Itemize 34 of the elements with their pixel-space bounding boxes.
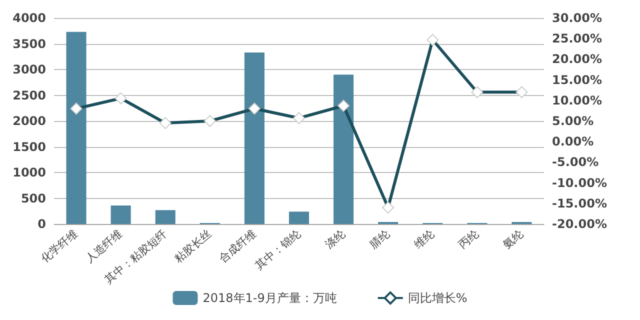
y2-tick-label: 30.00% [552, 11, 602, 25]
x-tick-label: 氨纶 [500, 227, 526, 252]
y-tick-label: 500 [20, 191, 46, 206]
bar [288, 212, 310, 224]
x-tick-label: 涤纶 [322, 227, 348, 252]
legend-label: 同比增长% [408, 291, 468, 305]
y2-tick-label: 5.00% [552, 114, 594, 128]
y-tick-label: 2500 [12, 88, 46, 102]
y2-tick-label: -20.00% [552, 217, 607, 231]
y2-tick-label: 20.00% [552, 52, 602, 66]
y2-tick-label: -10.00% [552, 176, 607, 190]
y-tick-label: 3500 [12, 36, 46, 51]
bar [334, 74, 354, 224]
x-tick-label: 粘胶长丝 [172, 227, 214, 266]
bar [155, 210, 176, 224]
y-tick-label: 1500 [12, 140, 46, 154]
y2-tick-label: 0.00% [552, 134, 594, 149]
bar [66, 32, 86, 224]
y-tick-label: 3000 [12, 62, 46, 76]
y-tick-label: 1000 [12, 166, 46, 180]
bar [244, 52, 264, 224]
y2-tick-label: 10.00% [552, 93, 602, 108]
x-tick-label: 腈纶 [367, 227, 392, 252]
x-tick-label: 人造纤维 [82, 227, 125, 266]
y-tick-label: 2000 [12, 114, 46, 128]
y2-tick-label: 25.00% [552, 32, 602, 46]
x-tick-label: 丙纶 [456, 227, 482, 252]
legend-label: 2018年1-9月产量：万吨 [202, 291, 337, 305]
x-tick-label: 维纶 [412, 227, 437, 252]
y-tick-label: 4000 [12, 11, 46, 25]
y2-tick-label: -5.00% [552, 155, 599, 170]
y2-tick-label: 15.00% [552, 72, 602, 87]
y2-tick-label: -15.00% [552, 196, 607, 210]
bar [110, 205, 131, 224]
